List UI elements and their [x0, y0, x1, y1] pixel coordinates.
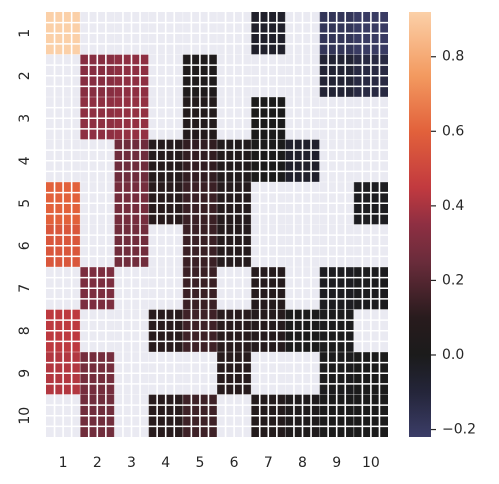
- x-tick-label: 5: [195, 455, 204, 471]
- y-tick-label: 9: [17, 369, 33, 378]
- y-axis-ticks: 1 2 3 4 5 6 7 8 9 10: [17, 29, 33, 425]
- colorbar-tick-label: 0.8: [442, 49, 464, 65]
- y-tick-label: 10: [17, 407, 33, 425]
- y-tick-label: 7: [17, 284, 33, 293]
- x-tick-label: 9: [332, 455, 341, 471]
- y-tick-label: 8: [17, 326, 33, 335]
- colorbar-tick-label: 0.4: [442, 198, 464, 214]
- x-tick-label: 2: [93, 455, 102, 471]
- x-axis-ticks: 1 2 3 4 5 6 7 8 9 10: [59, 455, 380, 471]
- colorbar-ticks: −0.2 0.0 0.2 0.4 0.6 0.8: [431, 49, 476, 438]
- x-tick-label: 7: [264, 455, 273, 471]
- colorbar-tick-label: 0.2: [442, 272, 464, 288]
- y-tick-label: 5: [17, 199, 33, 208]
- x-tick-label: 6: [230, 455, 239, 471]
- heatmap-cells: [46, 12, 388, 437]
- colorbar-tick-label: −0.2: [442, 422, 476, 438]
- x-tick-label: 8: [298, 455, 307, 471]
- y-tick-label: 3: [17, 114, 33, 123]
- colorbar-tick-label: 0.0: [442, 347, 464, 363]
- x-tick-label: 1: [59, 455, 68, 471]
- colorbar: [409, 12, 431, 437]
- x-tick-label: 10: [362, 455, 380, 471]
- y-tick-label: 1: [17, 29, 33, 38]
- y-tick-label: 2: [17, 71, 33, 80]
- y-tick-label: 6: [17, 241, 33, 250]
- colorbar-tick-label: 0.6: [442, 123, 464, 139]
- x-tick-label: 4: [161, 455, 170, 471]
- y-tick-label: 4: [17, 156, 33, 165]
- x-tick-label: 3: [127, 455, 136, 471]
